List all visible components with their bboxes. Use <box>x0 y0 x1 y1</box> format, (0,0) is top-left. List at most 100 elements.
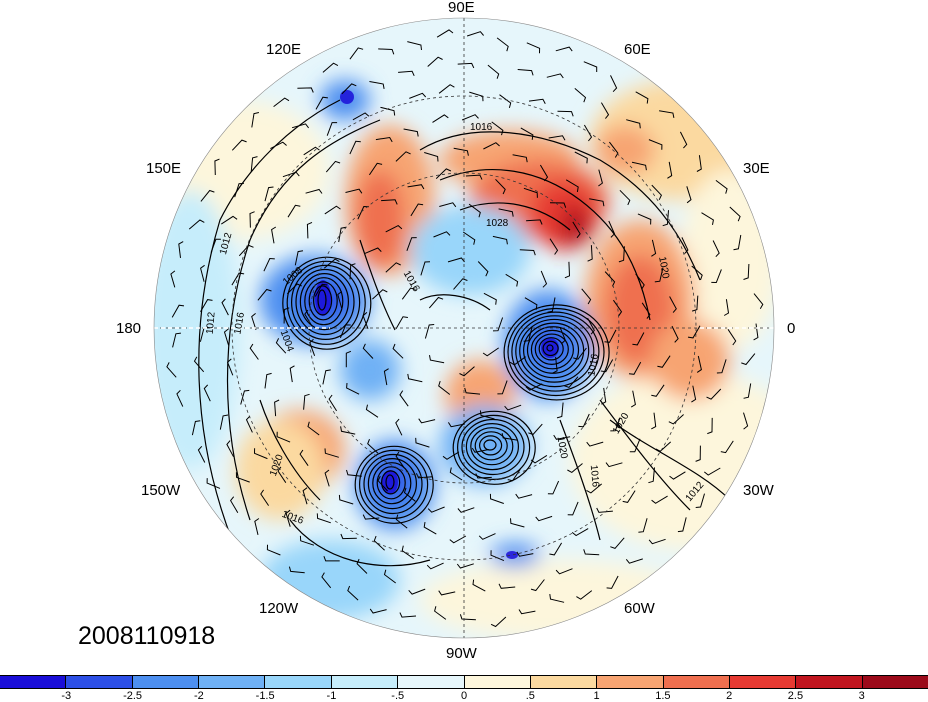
wind-barb <box>429 355 445 364</box>
wind-barb <box>651 384 665 397</box>
wind-barb <box>578 413 590 428</box>
wind-barb <box>235 472 250 483</box>
wind-barb <box>303 393 310 410</box>
wind-barb <box>306 221 313 239</box>
isobar-ring <box>286 260 366 345</box>
isobar-ring <box>308 281 338 321</box>
low-center-atlantic-south <box>506 551 518 559</box>
wind-barb <box>586 483 603 494</box>
wind-barb <box>240 389 250 405</box>
wind-barb <box>679 131 688 149</box>
wind-barb <box>641 302 651 319</box>
wind-barb <box>465 174 483 180</box>
wind-barb <box>629 438 641 453</box>
isobar-ring <box>511 311 600 392</box>
wind-barb <box>696 355 702 373</box>
wind-barb <box>326 122 338 136</box>
isobar-ring <box>483 439 497 451</box>
wind-barb <box>587 317 595 335</box>
wind-barb <box>428 296 444 309</box>
wind-barb <box>401 545 414 560</box>
lon-label-150e: 150E <box>146 160 182 177</box>
wind-barb <box>549 594 565 603</box>
colorbar-tick-label: 0 <box>460 690 468 702</box>
wind-barb <box>251 112 260 128</box>
wind-barb <box>385 225 403 233</box>
wind-barb <box>438 590 456 596</box>
wind-barb <box>695 493 705 508</box>
wind-barb <box>583 549 600 556</box>
wind-barb <box>517 69 534 76</box>
wind-barb <box>273 97 290 107</box>
wind-barb <box>316 513 331 524</box>
wind-barb <box>385 262 401 273</box>
wind-barb <box>426 562 444 570</box>
wind-barb <box>497 380 508 395</box>
isobar-ring <box>372 462 412 505</box>
wind-barb <box>461 114 479 121</box>
wind-barb <box>648 467 655 484</box>
colorbar-tick-label: 3 <box>858 690 865 702</box>
wind-barb <box>274 399 280 417</box>
wind-barb <box>510 518 525 528</box>
wind-barb <box>635 91 649 104</box>
lon-label-180: 180 <box>116 320 142 337</box>
wind-barb <box>427 56 443 67</box>
lon-label-90e: 90E <box>448 0 475 16</box>
wind-barb <box>305 188 323 194</box>
lon-label-0: 0 <box>787 320 796 337</box>
wind-barb <box>383 569 396 584</box>
wind-barb <box>573 347 587 360</box>
wind-barb <box>415 437 430 448</box>
wind-barb <box>657 355 671 368</box>
wind-barb <box>524 297 538 310</box>
wind-barb <box>449 535 467 544</box>
wind-barb <box>377 475 388 492</box>
wind-barb <box>567 501 579 516</box>
wind-barb <box>606 575 619 589</box>
wind-barb <box>472 579 486 592</box>
wind-barb <box>581 288 592 305</box>
isobar-ring <box>470 427 514 466</box>
wind-barb <box>340 533 357 540</box>
isobars <box>198 99 731 567</box>
isobar-ring <box>304 277 344 326</box>
colorbar-tick-label: -1.5 <box>255 690 275 702</box>
isobar-ring <box>457 414 531 480</box>
wind-barb <box>325 160 341 173</box>
wind-barb <box>567 463 583 474</box>
wind-barb <box>530 454 548 464</box>
colorbar-cell <box>199 676 266 688</box>
wind-barb <box>469 91 484 102</box>
wind-barb <box>436 29 454 38</box>
wind-barb <box>691 385 697 403</box>
wind-barb <box>253 448 268 460</box>
wind-barb <box>535 515 553 522</box>
contour-label: 1016 <box>588 464 601 488</box>
wind-barb <box>197 445 206 463</box>
isobar-ring <box>465 423 519 471</box>
wind-barb <box>200 264 205 282</box>
wind-barb <box>712 240 720 258</box>
wind-barb <box>549 542 563 556</box>
wind-barb <box>270 141 287 150</box>
wind-barb <box>362 312 369 329</box>
wind-barb <box>383 368 389 386</box>
colorbar-cell <box>729 676 797 688</box>
wind-barb <box>483 142 500 150</box>
isobar-ring <box>530 329 575 370</box>
wind-barb <box>434 606 447 620</box>
wind-barb <box>711 269 722 284</box>
wind-barb <box>381 199 398 205</box>
wind-barb <box>307 421 320 436</box>
wind-barb <box>200 299 213 312</box>
wind-barb <box>193 356 205 373</box>
isobar-ring <box>295 268 355 336</box>
wind-barb <box>654 267 664 283</box>
colorbar-cell <box>132 676 200 688</box>
wind-barb <box>600 102 610 119</box>
wind-barb <box>427 506 445 513</box>
wind-barb <box>483 292 497 305</box>
wind-barb <box>648 538 666 545</box>
wind-barb <box>349 47 364 60</box>
